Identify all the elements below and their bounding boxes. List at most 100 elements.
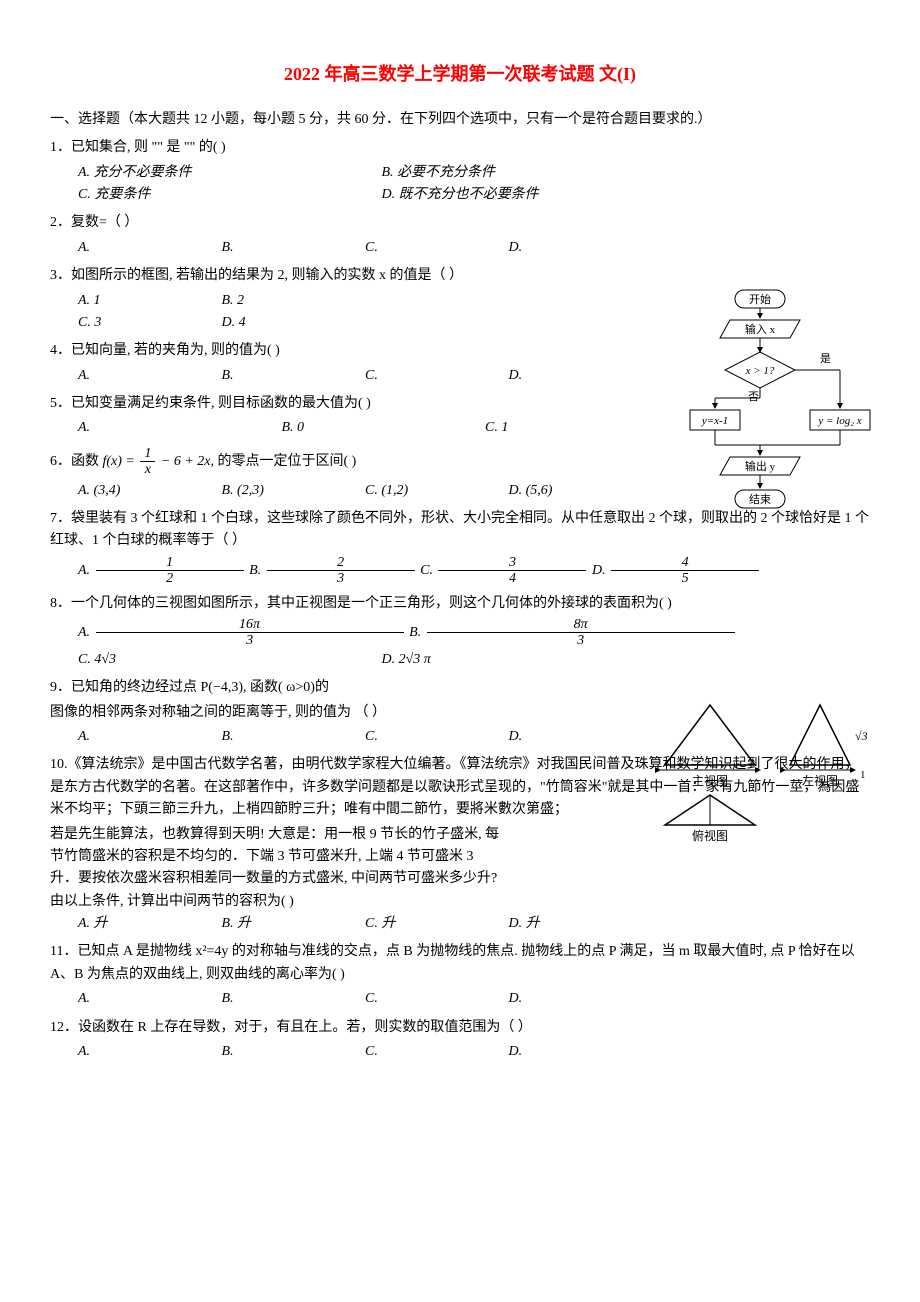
q10-opts: A. 升 B. 升 C. 升 D. 升 [78, 913, 870, 935]
flow-out: 输出 y [745, 459, 776, 473]
q1-D: D. 既不充分也不必要条件 [382, 184, 682, 206]
q3-A: A. 1 [78, 290, 218, 312]
q7-opts: A. 12 B. 23 C. 34 D. 45 [78, 555, 870, 587]
q5-B: B. 0 [282, 417, 482, 439]
view-one: 1 [860, 769, 866, 781]
q6-D: D. (5,6) [509, 480, 649, 502]
q8-B-d: 3 [427, 633, 735, 648]
q8-A-d: 3 [96, 633, 404, 648]
q9-A: A. [78, 726, 218, 748]
flow-yes: 是 [820, 352, 831, 365]
threeview-diagram: 主视图 √3 左视图 1 俯视图 [660, 700, 860, 868]
q10-p5: 由以上条件, 计算出中间两节的容积为( ) [50, 891, 870, 913]
q3-stem: 3．如图所示的框图, 若输出的结果为 2, 则输入的实数 x 的值是（ ） [50, 265, 870, 287]
section-intro: 一、选择题（本大题共 12 小题，每小题 5 分，共 60 分．在下列四个选项中… [50, 109, 870, 131]
flow-input: 输入 x [745, 322, 776, 336]
q3-D: D. 4 [222, 312, 362, 334]
q7-B: B. 23 [249, 555, 417, 587]
q11-stem: 11．已知点 A 是抛物线 x²=4y 的对称轴与准线的交点，点 B 为抛物线的… [50, 941, 870, 986]
q7-C: C. 34 [420, 555, 588, 587]
q7-A-d: 2 [96, 571, 244, 586]
q6-B: B. (2,3) [222, 480, 362, 502]
q7-C-d: 4 [438, 571, 586, 586]
q8-stem: 8．一个几何体的三视图如图所示，其中正视图是一个正三角形，则这个几何体的外接球的… [50, 593, 870, 615]
q11-D: D. [509, 988, 649, 1010]
q7-D-n: 4 [611, 555, 759, 571]
q9-D: D. [509, 726, 649, 748]
q8-D: D. 2√3 π [382, 649, 682, 671]
view-left: 左视图 [802, 773, 838, 788]
q1-stem: 1．已知集合, 则 "" 是 "" 的( ) [50, 137, 870, 159]
flow-end: 结束 [749, 493, 771, 506]
q2-stem: 2．复数=（ ） [50, 212, 870, 234]
page-title: 2022 年高三数学上学期第一次联考试题 文(I) [50, 60, 870, 89]
q9-B: B. [222, 726, 362, 748]
q8-C: C. 4√3 [78, 649, 378, 671]
flowchart-diagram: 开始 输入 x x > 1? 是 否 y = log₂ x y=x-1 输出 y… [680, 290, 860, 526]
flow-start: 开始 [749, 292, 771, 306]
q4-B: B. [222, 365, 362, 387]
q6-post: 的零点一定位于区间( ) [217, 454, 356, 469]
q5-C: C. 1 [485, 417, 585, 439]
q6-pre: 6．函数 [50, 454, 103, 469]
q6-mid: − 6 + 2x, [161, 454, 214, 469]
q6-A: A. (3,4) [78, 480, 218, 502]
q6-den: x [140, 462, 155, 477]
q8-A: A. 16π3 [78, 617, 406, 649]
q1-C: C. 充要条件 [78, 184, 378, 206]
flow-no: 否 [748, 391, 759, 403]
q7-A: A. 12 [78, 555, 246, 587]
q10-A: A. 升 [78, 913, 218, 935]
q9-stem1: 9．已知角的终边经过点 P(−4,3), 函数( ω>0)的 [50, 677, 870, 699]
q7-B-n: 2 [267, 555, 415, 571]
flow-right: y = log₂ x [817, 415, 861, 427]
q3-C: C. 3 [78, 312, 218, 334]
view-top: 俯视图 [692, 828, 728, 843]
q2-D: D. [509, 237, 649, 259]
q6-frac: 1x [140, 446, 155, 478]
q12-D: D. [509, 1041, 649, 1063]
q1-A: A. 充分不必要条件 [78, 162, 378, 184]
q4-A: A. [78, 365, 218, 387]
q8-A-n: 16π [96, 617, 404, 633]
q8-B: B. 8π3 [409, 617, 737, 649]
q2-C: C. [365, 237, 505, 259]
flow-left: y=x-1 [701, 415, 728, 427]
q11-C: C. [365, 988, 505, 1010]
q7-D-d: 5 [611, 571, 759, 586]
q8-B-n: 8π [427, 617, 735, 633]
q5-A: A. [78, 417, 278, 439]
q7-C-n: 3 [438, 555, 586, 571]
q7-A-n: 1 [96, 555, 244, 571]
q10-B: B. 升 [222, 913, 362, 935]
q10-D: D. 升 [509, 913, 649, 935]
q6-fx: f(x) = [103, 454, 135, 469]
q11-A: A. [78, 988, 218, 1010]
view-front: 主视图 [692, 773, 728, 788]
q2-B: B. [222, 237, 362, 259]
q12-B: B. [222, 1041, 362, 1063]
q7-D: D. 45 [592, 555, 761, 587]
flow-cond: x > 1? [745, 365, 775, 377]
q12-opts: A. B. C. D. [78, 1041, 870, 1063]
q9-C: C. [365, 726, 505, 748]
q4-C: C. [365, 365, 505, 387]
q2-opts: A. B. C. D. [78, 237, 870, 259]
q12-A: A. [78, 1041, 218, 1063]
q11-B: B. [222, 988, 362, 1010]
q3-B: B. 2 [222, 290, 362, 312]
q4-D: D. [509, 365, 649, 387]
q1-B: B. 必要不充分条件 [382, 162, 682, 184]
q6-C: C. (1,2) [365, 480, 505, 502]
q2-A: A. [78, 237, 218, 259]
q7-B-d: 3 [267, 571, 415, 586]
view-rt3: √3 [855, 729, 868, 743]
q10-C: C. 升 [365, 913, 505, 935]
q12-stem: 12．设函数在 R 上存在导数，对于，有且在上。若，则实数的取值范围为（ ） [50, 1017, 870, 1039]
q6-num: 1 [140, 446, 155, 462]
q10-p4: 升．要按依次盛米容积相差同一数量的方式盛米, 中间两节可盛米多少升? [50, 868, 870, 890]
q1-opts: A. 充分不必要条件 B. 必要不充分条件 C. 充要条件 D. 既不充分也不必… [78, 162, 870, 207]
q12-C: C. [365, 1041, 505, 1063]
q11-opts: A. B. C. D. [78, 988, 870, 1010]
q8-opts: A. 16π3 B. 8π3 C. 4√3 D. 2√3 π [78, 617, 870, 671]
